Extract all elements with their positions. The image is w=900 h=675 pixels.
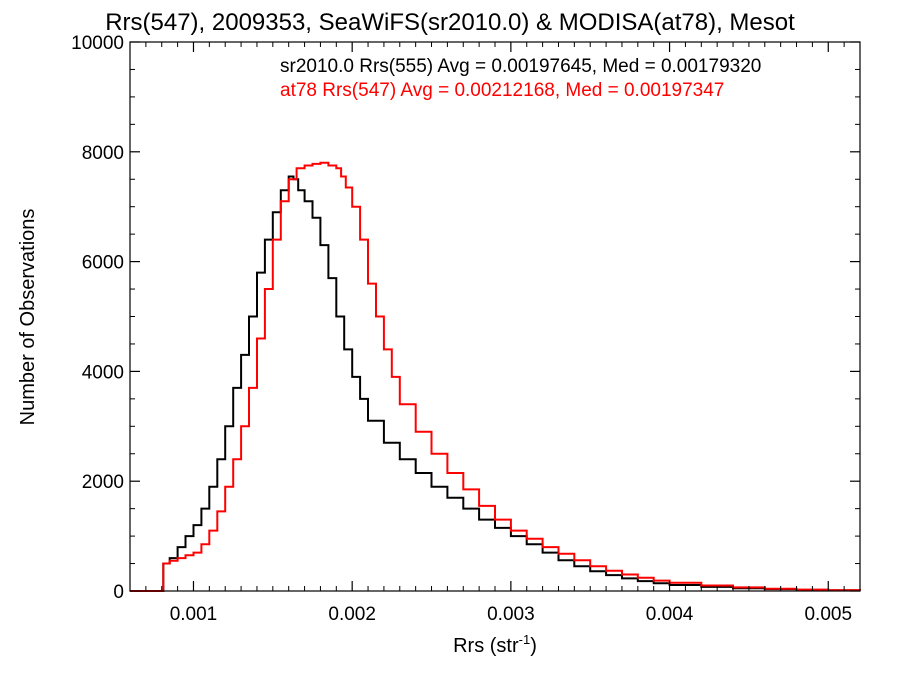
- x-axis-label: Rrs (str-1): [453, 632, 537, 657]
- x-tick-label: 0.004: [646, 604, 694, 625]
- y-tick-label: 8000: [82, 143, 124, 164]
- series-line-0: [130, 175, 861, 592]
- x-axis-label-main: Rrs (str: [453, 635, 519, 657]
- x-axis-label-superscript: -1: [519, 632, 531, 647]
- y-tick-label: 10000: [71, 33, 124, 54]
- y-tick-label: 4000: [82, 362, 124, 383]
- y-axis-label: Number of Observations: [17, 209, 39, 426]
- chart-title: Rrs(547), 2009353, SeaWiFS(sr2010.0) & M…: [105, 9, 795, 36]
- annotation-group: sr2010.0 Rrs(555) Avg = 0.00197645, Med …: [280, 56, 761, 101]
- annotation-text-1: at78 Rrs(547) Avg = 0.00212168, Med = 0.…: [280, 80, 724, 101]
- series-line-1: [130, 161, 861, 592]
- x-tick-label: 0.002: [328, 604, 376, 625]
- series-group: [130, 161, 861, 592]
- y-tick-label: 6000: [82, 253, 124, 274]
- x-axis-label-close: ): [530, 635, 537, 657]
- x-tick-label: 0.001: [170, 604, 218, 625]
- x-tick-label: 0.005: [804, 604, 852, 625]
- x-tick-label: 0.003: [487, 604, 535, 625]
- y-tick-label: 2000: [82, 472, 124, 493]
- axis-ticks: 0.001 0.002 0.003 0.004 0.005 0 2000 4000 6000 80…: [71, 33, 860, 625]
- y-tick-label: 0: [113, 582, 124, 603]
- annotation-text-0: sr2010.0 Rrs(555) Avg = 0.00197645, Med …: [280, 56, 761, 77]
